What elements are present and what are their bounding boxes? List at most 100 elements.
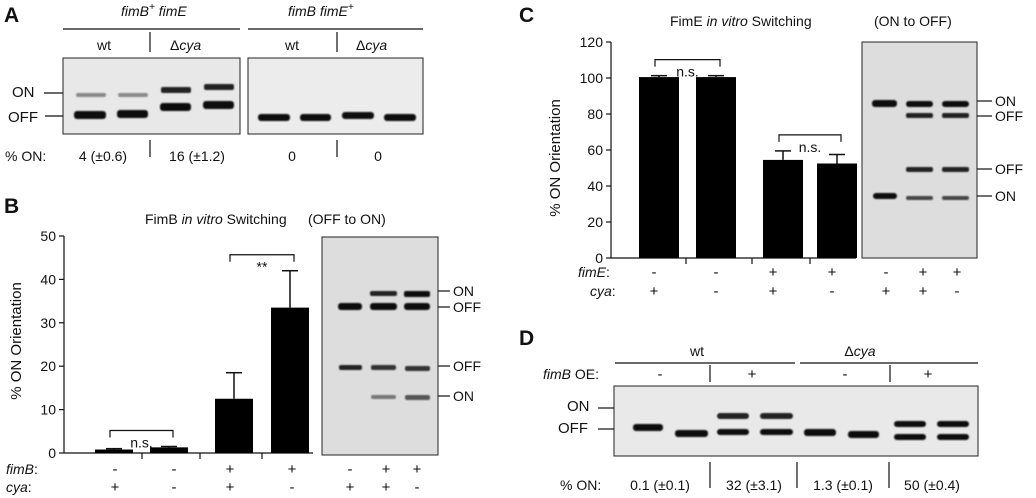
panel-a-strain-wt-2: wt [284,37,299,53]
panel-d-row-label: % ON: [560,477,601,493]
gel-band [872,100,897,107]
panel-c-bar [639,77,679,258]
panel-b-y-tick-label: 20 [40,358,56,374]
panel-b-y-tick-label: 0 [48,445,56,461]
gel-band [937,421,969,427]
gel-band [894,434,926,440]
panel-b-row2-sign: - [172,479,177,496]
gel-band [873,193,897,199]
panel-c-gel-row1-sign: + [919,264,928,281]
gel-band [717,413,749,419]
gel-band [942,167,969,172]
panel-a-letter: A [4,4,19,27]
panel-c-bar [696,77,736,258]
panel-c-chart-title: FimE in vitro Switching [670,13,812,29]
gel-band [76,93,106,97]
gel-band [405,366,430,371]
panel-c-conditions: - - + + + - + - - + + + + - [650,264,962,300]
panel-c-significance-label: n.s. [676,64,699,80]
panel-c-y-axis-label: % ON Orientation [547,99,564,217]
panel-c-row2-sign: + [769,283,778,300]
gel-band [370,303,397,310]
panel-c-row1-sign: - [652,264,657,281]
panel-c-significance-label: n.s. [799,139,822,155]
panel-a-value-1: 4 (±0.6) [79,148,127,164]
panel-d-strain-cya: Δcya [844,343,875,359]
panel-b-row2-sign: + [226,479,235,496]
panel-b-gel-title: (OFF to ON) [308,211,386,227]
gel-band [906,101,933,107]
panel-b-y-axis-label: % ON Orientation [8,282,25,400]
panel-b-band-label-3: OFF [453,358,481,374]
panel-c-y-tick-label: 20 [587,214,603,230]
panel-d: D wt Δcya fimB OE: - + - + ON OFF % ON: … [519,327,979,493]
panel-b-row1-label: fimB: [6,461,38,477]
gel-band [384,114,416,121]
panel-d-oe-sign-4: + [924,366,933,383]
panel-b-bar [271,307,309,453]
gel-band [204,84,234,90]
gel-band [404,303,430,310]
gel-band [804,429,836,436]
gel-band [633,424,663,431]
panel-c-bar [817,163,857,258]
panel-a: A fimB+ fimE fimB fimE+ wt Δcya wt Δcya … [4,2,424,164]
panel-a-strain-wt-1: wt [96,37,111,53]
panel-d-oe-sign-1: - [658,366,663,383]
panel-b-significance-label: ** [257,259,268,275]
panel-b-row2-label: cya: [6,479,32,495]
gel-band [942,101,969,107]
panel-b-row1-sign: + [288,461,297,478]
panel-c-band-label-2: OFF [995,108,1023,124]
panel-c-row2-sign: + [650,283,659,300]
panel-a-gel-2 [247,57,424,135]
panel-d-gel [613,385,979,457]
panel-b: B FimB in vitro Switching (OFF to ON) % … [4,195,481,496]
panel-b-band-label-4: ON [453,388,474,404]
gel-band [906,167,933,172]
panel-c-y-tick-label: 120 [580,34,604,50]
panel-c-y-tick-label: 80 [587,106,603,122]
panel-d-value-1: 0.1 (±0.1) [630,477,690,493]
panel-c-row1-sign: + [769,264,778,281]
gel-band [370,291,397,296]
panel-b-letter: B [4,195,19,218]
panel-b-y-tick-label: 30 [40,315,56,331]
panel-c-letter: C [519,4,534,27]
panel-b-row2-sign: + [111,479,120,496]
gel-band [160,103,191,111]
panel-c-significance-bracket [654,59,721,67]
panel-c-band-label-1: ON [995,93,1016,109]
panel-d-oe-sign-3: - [843,366,848,383]
gel-band [118,93,148,97]
panel-c-row1-sign: + [828,264,837,281]
panel-c-gel-row2-sign: - [955,283,960,300]
panel-c-band-label-3: OFF [995,161,1023,177]
panel-b-row2-sign: - [290,479,295,496]
panel-d-letter: D [519,327,534,350]
panel-c-row2-sign: - [830,283,835,300]
panel-b-conditions: - - + ++ - + -- + ++ + - [111,461,422,496]
gel-band [342,112,374,119]
panel-c: C FimE in vitro Switching (ON to OFF) % … [519,4,1023,300]
panel-c-row1-sign: - [714,264,719,281]
gel-band [906,196,933,200]
gel-band [894,421,926,427]
panel-d-band-off-label: OFF [558,420,588,437]
panel-b-bar [215,398,253,453]
panel-c-band-label-4: ON [995,188,1016,204]
gel-band [117,110,148,118]
gel-band [942,196,969,200]
panel-c-bar-chart: 0 20 40 60 80 100 120 n.s. n.s. [580,34,857,266]
panel-b-gel-row1-sign: + [413,461,422,478]
panel-a-value-4: 0 [374,148,382,164]
panel-b-y-tick-label: 40 [40,271,56,287]
panel-a-value-2: 16 (±1.2) [169,148,225,164]
gel-band [942,113,969,118]
panel-b-gel-row2-sign: - [415,479,420,496]
panel-c-row1-label: fimE: [578,264,610,280]
gel-band [258,114,290,121]
panel-d-strain-wt: wt [689,343,704,359]
panel-b-gel-row2-sign: + [382,479,391,496]
